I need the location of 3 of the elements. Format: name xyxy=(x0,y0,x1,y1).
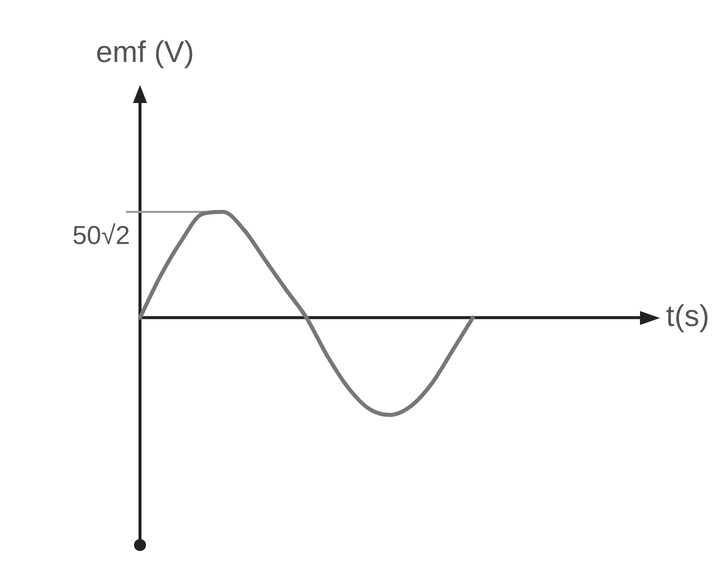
x-axis-title: t(s) xyxy=(666,300,710,333)
ref-line-label: 50√2 xyxy=(72,220,130,250)
y-axis-title: emf (V) xyxy=(96,36,194,69)
